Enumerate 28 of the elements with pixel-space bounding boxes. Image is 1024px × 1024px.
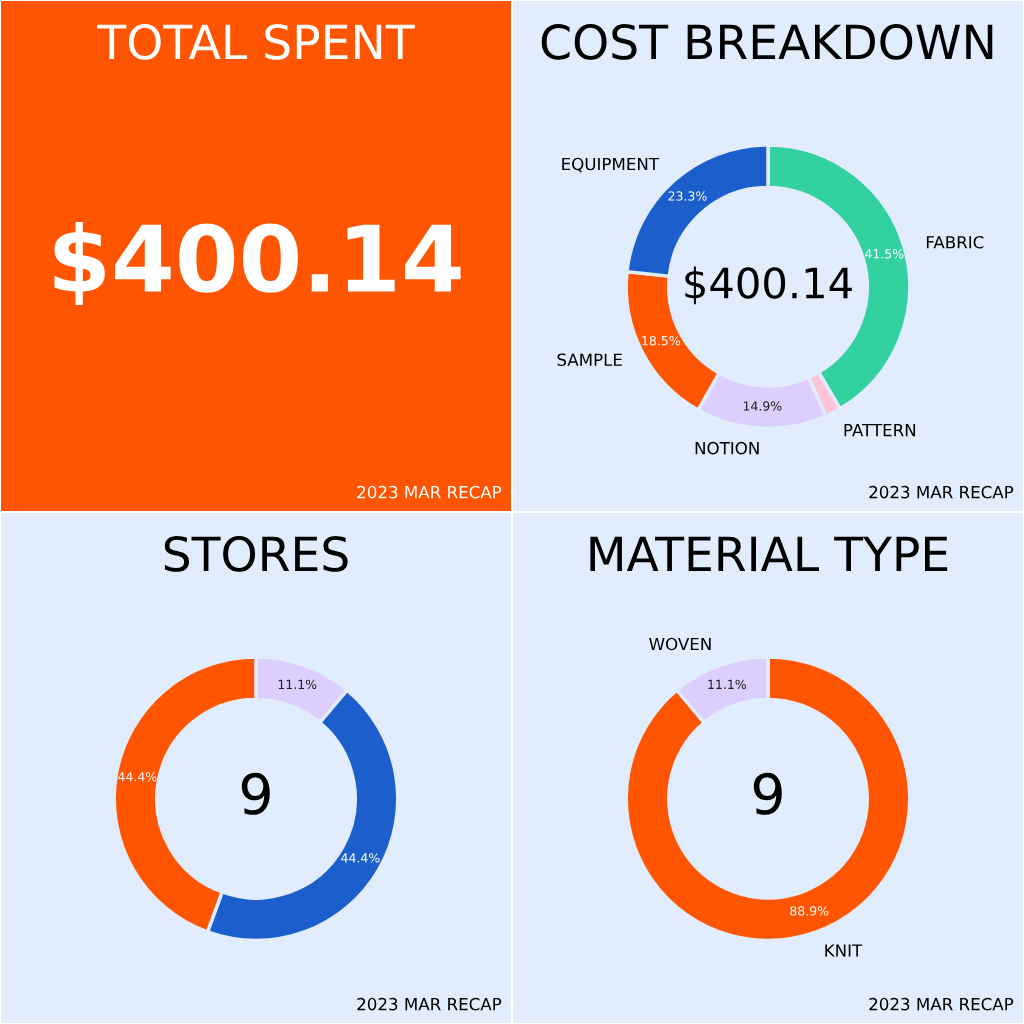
data-label: 18.5% [642, 335, 680, 346]
chart-title: MATERIAL TYPE [590, 536, 948, 572]
text: TOTAL SPENT [97, 24, 415, 60]
chart-title: STORES [164, 536, 348, 572]
slice-label: WOVEN [649, 637, 711, 651]
data-label: 14.9% [743, 401, 782, 411]
data-label: 23.3% [668, 191, 707, 201]
text: 2023 MAR RECAP [869, 997, 1014, 1011]
text: $400.14 [685, 266, 852, 305]
slice-label: EQUIPMENT [562, 157, 660, 173]
text: 2023 MAR RECAP [357, 997, 502, 1011]
slice-label: NOTION [695, 441, 759, 455]
slice-label: SAMPLE [557, 353, 622, 367]
chart-title: COST BREAKDOWN [541, 24, 993, 60]
data-label: 44.4% [341, 853, 380, 863]
text: 2023 MAR RECAP [357, 485, 502, 499]
data-label: 88.9% [790, 906, 829, 916]
data-label: 11.1% [708, 679, 746, 690]
data-label: 44.4% [118, 771, 157, 782]
slice-label: KNIT [825, 944, 863, 957]
text: $400.14 [54, 221, 461, 306]
text: 9 [753, 772, 782, 815]
data-label: 41.5% [865, 249, 904, 259]
text: 2023 MAR RECAP [869, 485, 1014, 499]
text: 9 [241, 772, 270, 815]
slice-label: FABRIC [926, 235, 984, 249]
slice-label: PATTERN [844, 423, 916, 437]
data-label: 11.1% [278, 679, 317, 690]
